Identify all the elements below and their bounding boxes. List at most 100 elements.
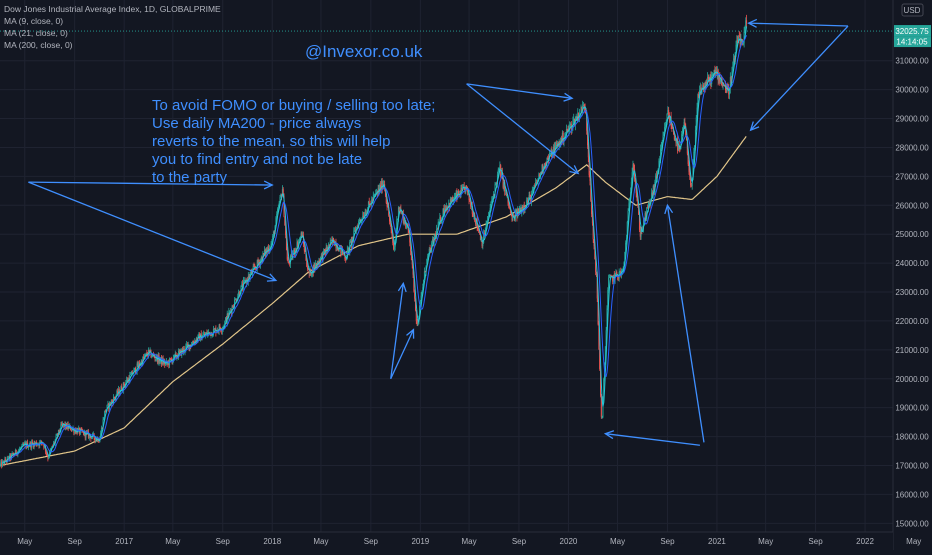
candle-body [541, 164, 543, 174]
candle-body [212, 329, 214, 335]
candle-body [179, 349, 181, 352]
candle-body [569, 123, 571, 126]
candle-body [337, 247, 339, 251]
candle-body [659, 159, 661, 161]
arrow-shaft [390, 283, 404, 379]
arrow-shaft [666, 205, 705, 443]
candle-body [208, 331, 210, 334]
candle-body [146, 353, 148, 356]
candle-body [617, 276, 619, 279]
candle-body [457, 190, 459, 195]
candle-body [241, 283, 243, 286]
candle-body [298, 238, 300, 242]
arrow-drawing[interactable] [466, 83, 580, 175]
candle-body [608, 277, 610, 279]
candle-body [300, 233, 302, 239]
candle-body [531, 193, 533, 203]
candle-body [12, 453, 14, 455]
candle-body [382, 184, 384, 190]
candle-body [653, 185, 655, 193]
candle-body [608, 277, 610, 290]
arrow-shaft [28, 181, 277, 282]
drawing-layer[interactable] [28, 18, 849, 446]
candle-body [686, 135, 688, 141]
arrow-drawing[interactable] [390, 281, 407, 379]
chart-title[interactable]: Dow Jones Industrial Average Index, 1D, … [4, 4, 221, 14]
candle-body [222, 326, 224, 329]
arrow-drawing[interactable] [749, 25, 849, 132]
candle-body [294, 249, 296, 255]
candle-body [74, 429, 76, 433]
candle-body [609, 274, 611, 278]
candle-body [664, 125, 666, 127]
candle-body [423, 279, 425, 288]
candle-body [224, 321, 226, 327]
candle-body [729, 88, 731, 95]
candle-body [397, 207, 399, 219]
candle-body [225, 317, 227, 322]
candle-body [344, 255, 346, 259]
candle-body [92, 433, 94, 435]
arrow-drawing[interactable] [28, 180, 274, 190]
candle-body [354, 230, 356, 232]
arrow-shaft [28, 181, 273, 186]
candle-body [46, 453, 48, 456]
candle-body [689, 171, 691, 176]
candle-body [324, 251, 326, 254]
candle-body [342, 253, 344, 255]
arrow-drawing[interactable] [390, 328, 415, 380]
candle-body [381, 180, 383, 190]
arrow-drawing[interactable] [28, 181, 278, 282]
candle-body [121, 386, 123, 391]
candle-body [341, 248, 343, 254]
candle-body [137, 363, 139, 367]
candle-body [238, 291, 240, 297]
arrow-drawing[interactable] [747, 18, 849, 28]
candle-body [497, 169, 499, 175]
candle-body [489, 208, 491, 213]
candle-body [229, 310, 231, 312]
arrow-drawing[interactable] [603, 430, 700, 446]
indicator-ma200-label[interactable]: MA (200, close, 0) [4, 40, 73, 50]
candle-body [594, 246, 596, 259]
arrow-head [406, 328, 415, 339]
candle-body [34, 442, 36, 444]
candle-body [590, 181, 592, 201]
candle-body [470, 201, 472, 207]
candle-body [173, 354, 175, 356]
arrow-head [664, 203, 674, 215]
indicator-ma9-label[interactable]: MA (9, close, 0) [4, 16, 64, 26]
candle-body [88, 434, 90, 438]
candle-body [599, 349, 601, 369]
candle-body [181, 349, 183, 356]
candle-body [155, 358, 157, 360]
x-tick-label: 2019 [411, 537, 429, 546]
candle-body [745, 20, 747, 31]
candle-body [712, 73, 714, 75]
candle-body [328, 244, 330, 247]
ma-fast-layer [2, 26, 748, 464]
candle-body [601, 416, 603, 418]
candle-body [336, 247, 338, 249]
candle-body [422, 287, 424, 292]
candle-body [148, 349, 150, 356]
candle-body [488, 212, 490, 216]
arrow-drawing[interactable] [466, 83, 574, 102]
candle-body [677, 138, 679, 151]
arrow-shaft [605, 433, 700, 446]
candle-body [565, 129, 567, 134]
candle-body [528, 195, 530, 201]
candle-body [243, 280, 245, 281]
y-tick-label: 23000.00 [895, 288, 929, 297]
candle-body [667, 110, 669, 114]
y-tick-label: 24000.00 [895, 259, 929, 268]
countdown-label: 14:14:05 [896, 38, 928, 47]
indicator-ma21-label[interactable]: MA (21, close, 0) [4, 28, 68, 38]
candle-body [445, 206, 447, 211]
arrow-drawing[interactable] [664, 203, 705, 443]
candle-body [450, 199, 452, 203]
x-tick-label: May [165, 537, 180, 546]
